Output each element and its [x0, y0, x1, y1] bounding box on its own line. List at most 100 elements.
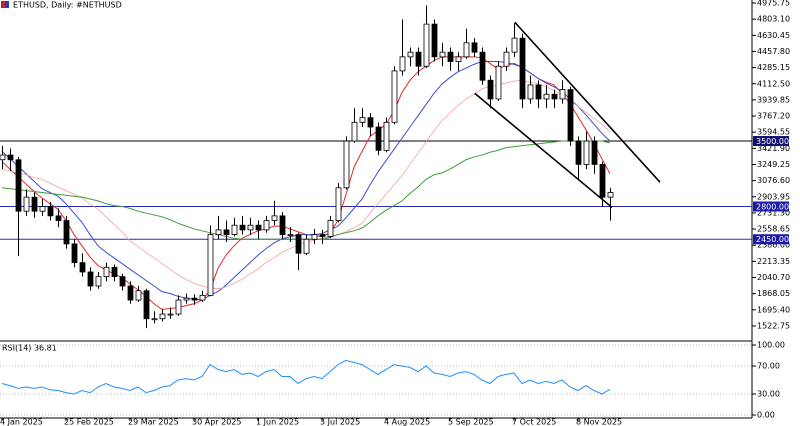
- y-tick-label: 3594.55: [757, 128, 790, 137]
- candle-body: [607, 192, 614, 198]
- candle-body: [599, 164, 606, 198]
- candle-body: [119, 276, 126, 287]
- x-tick-label: 4 Aug 2025: [384, 418, 430, 426]
- candle-body: [351, 121, 358, 142]
- candle-body: [15, 159, 22, 212]
- candle-body: [0, 154, 6, 161]
- candle-body: [63, 220, 70, 245]
- candle-body: [239, 224, 246, 231]
- y-tick-label: 2558.65: [757, 225, 790, 234]
- candle-body: [279, 215, 286, 235]
- candle-body: [231, 224, 238, 235]
- candle-body: [39, 206, 46, 212]
- y-tick-label: 3249.25: [757, 160, 790, 169]
- y-tick-label: 0.00: [757, 410, 775, 419]
- candle-body: [343, 140, 350, 189]
- y-tick-label: 4975.75: [757, 0, 790, 8]
- candle-body: [271, 215, 278, 221]
- candle-body: [207, 234, 214, 296]
- candle-body: [327, 220, 334, 237]
- candle-body: [519, 37, 526, 100]
- candle-body: [183, 297, 190, 301]
- candle-body: [551, 93, 558, 100]
- candle-body: [511, 37, 518, 53]
- indicator-line: [1, 359, 611, 395]
- candle-body: [383, 121, 390, 151]
- y-tick-label: 4457.80: [757, 47, 790, 56]
- x-tick-label: 7 Oct 2025: [512, 418, 556, 426]
- rsi-title: RSI(14) 36.81: [2, 344, 57, 353]
- candle-body: [23, 196, 30, 212]
- y-tick-label: 1522.75: [757, 321, 790, 330]
- candle-body: [471, 42, 478, 53]
- level-label: 3500.00: [756, 137, 789, 146]
- candle-body: [495, 65, 502, 100]
- candle-body: [559, 89, 566, 100]
- trendline: [514, 21, 661, 183]
- candle-body: [79, 262, 86, 273]
- x-tick-label: 3 Jul 2025: [320, 418, 360, 426]
- candle-body: [103, 266, 110, 278]
- candle-body: [31, 196, 38, 212]
- candle-body: [479, 51, 486, 81]
- y-tick-label: 4630.45: [757, 31, 790, 40]
- candle-body: [359, 117, 366, 123]
- chart-title: ETHUSD, Daily: #NETHUSD: [13, 1, 122, 10]
- candle-body: [311, 234, 318, 240]
- candle-body: [175, 299, 182, 315]
- y-tick-label: 4803.10: [757, 15, 790, 24]
- y-tick-label: 3076.60: [757, 176, 790, 185]
- x-tick-label: 25 Feb 2025: [64, 418, 114, 426]
- candle-body: [143, 290, 150, 320]
- candle-body: [263, 220, 270, 231]
- candle-body: [47, 206, 54, 217]
- candle-body: [391, 70, 398, 123]
- x-tick-label: 8 Nov 2025: [576, 418, 622, 426]
- candle-body: [503, 51, 510, 67]
- candle-body: [87, 271, 94, 287]
- candle-body: [415, 51, 422, 67]
- candle-body: [527, 84, 534, 100]
- y-tick-label: 3767.20: [757, 112, 790, 121]
- y-tick-label: 2213.35: [757, 257, 790, 266]
- candle-body: [431, 23, 438, 58]
- price-plot: [0, 5, 752, 329]
- trendline: [474, 92, 613, 209]
- y-tick-label: 70.00: [757, 362, 780, 371]
- y-tick-label: 1868.05: [757, 289, 790, 298]
- level-badge: [753, 234, 789, 245]
- candle-body: [199, 294, 206, 301]
- candle-body: [463, 42, 470, 58]
- candle-body: [583, 140, 590, 165]
- y-tick-label: 3421.90: [757, 144, 790, 153]
- x-tick-label: 30 Apr 2025: [192, 418, 241, 426]
- x-tick-label: 1 Jun 2025: [256, 418, 299, 426]
- y-tick-label: 1695.40: [757, 305, 790, 314]
- candle-body: [95, 276, 102, 287]
- y-tick-label: 4285.15: [757, 63, 790, 72]
- candle-body: [407, 51, 414, 58]
- level-badge: [753, 201, 789, 212]
- x-tick-label: 5 Sep 2025: [448, 418, 494, 426]
- candle-body: [167, 313, 174, 316]
- candle-body: [111, 266, 118, 278]
- y-tick-label: 2731.30: [757, 208, 790, 217]
- candle-body: [455, 56, 462, 62]
- symbol-icon: [1, 1, 9, 8]
- y-tick-label: 2040.70: [757, 273, 790, 282]
- candle-body: [159, 313, 166, 320]
- candle-body: [151, 318, 158, 321]
- level-badge: [753, 136, 789, 147]
- candle-body: [591, 140, 598, 165]
- level-label: 2450.00: [756, 235, 789, 244]
- candle-body: [255, 224, 262, 231]
- candle-body: [71, 243, 78, 264]
- y-tick-label: 100.00: [757, 341, 785, 350]
- candle-body: [439, 51, 446, 58]
- level-label: 2800.00: [756, 203, 789, 212]
- candle-body: [535, 84, 542, 100]
- candle-body: [7, 154, 14, 161]
- candle-body: [335, 187, 342, 221]
